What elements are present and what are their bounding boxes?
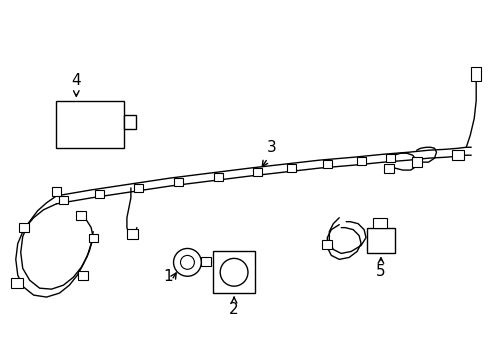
Bar [56, 100, 123, 148]
Bar [213, 173, 222, 181]
Circle shape [173, 248, 201, 276]
Text: 4: 4 [71, 73, 81, 88]
Bar [19, 223, 29, 232]
Text: 1: 1 [163, 269, 173, 284]
Bar [59, 196, 68, 204]
Bar [201, 257, 211, 266]
Bar [386, 154, 394, 162]
Bar [76, 211, 86, 220]
Bar [372, 218, 386, 228]
Bar [253, 168, 262, 176]
Text: 5: 5 [375, 264, 385, 279]
Circle shape [220, 258, 247, 286]
Bar [88, 234, 98, 242]
Bar [51, 188, 61, 196]
Bar [95, 190, 103, 198]
Bar [411, 157, 421, 167]
Bar [451, 150, 463, 160]
Bar [123, 115, 136, 129]
Bar [78, 271, 88, 280]
Bar [383, 164, 393, 172]
Bar [174, 178, 183, 186]
Bar [366, 228, 394, 253]
Bar [11, 278, 22, 288]
Bar [470, 67, 480, 81]
Bar [213, 251, 254, 293]
Bar [322, 160, 331, 168]
Text: 2: 2 [229, 302, 239, 317]
Bar [134, 184, 143, 192]
Bar [356, 157, 365, 165]
Circle shape [180, 255, 194, 269]
Bar [286, 164, 296, 172]
Text: 3: 3 [266, 140, 276, 155]
Bar [322, 240, 332, 249]
Bar [127, 229, 138, 239]
